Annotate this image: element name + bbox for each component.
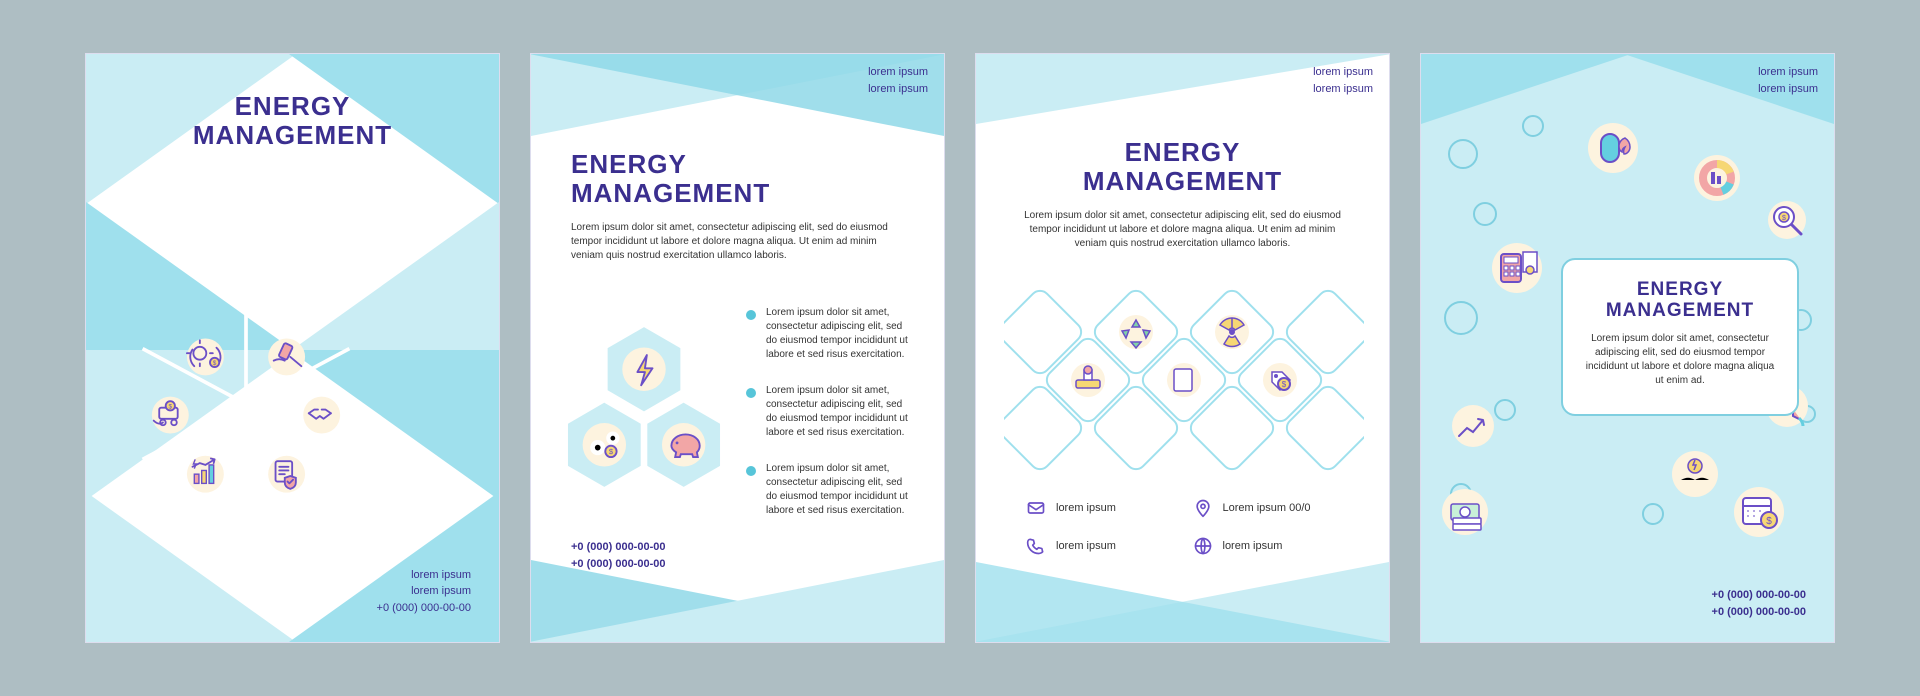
bullet-text: Lorem ipsum dolor sit amet, consectetur … [766, 306, 914, 362]
brochure-card-3: lorem ipsum lorem ipsum ENERGY MANAGEMEN… [975, 53, 1390, 643]
card1-title-line1: ENERGY [86, 92, 499, 121]
contact-globe: lorem ipsum [1193, 536, 1340, 556]
piggy-bank-icon [662, 423, 705, 466]
card3-contacts: lorem ipsum Lorem ipsum 00/0 lorem ipsum… [1026, 498, 1339, 556]
card2-phones: +0 (000) 000-00-00 +0 (000) 000-00-00 [571, 539, 665, 572]
phone-line: +0 (000) 000-00-00 [571, 539, 665, 556]
gas-tank-flame-icon [1588, 123, 1638, 173]
brochure-card-2: lorem ipsum lorem ipsum ENERGY MANAGEMEN… [530, 53, 945, 643]
pin-icon [1193, 498, 1213, 518]
card1-icon-cluster: $ $ [126, 284, 366, 524]
footer-line: lorem ipsum [377, 567, 471, 584]
card2-title-line1: ENERGY [571, 150, 904, 179]
gavel-icon [268, 338, 305, 375]
mail-icon [1026, 498, 1046, 518]
card2-bullets: Lorem ipsum dolor sit amet, consectetur … [746, 306, 914, 518]
svg-text:$: $ [1782, 215, 1786, 222]
contact-text: Lorem ipsum 00/0 [1223, 502, 1311, 514]
bullet-dot-icon [746, 310, 756, 320]
card4-title-line2: MANAGEMENT [1585, 301, 1775, 322]
card1-title-line2: MANAGEMENT [86, 121, 499, 150]
bullet-dot-icon [746, 466, 756, 476]
card2-title-line2: MANAGEMENT [571, 179, 904, 208]
solar-hands-icon [1672, 451, 1718, 497]
card2-body: Lorem ipsum dolor sit amet, consectetur … [571, 221, 904, 263]
card3-diamond-grid: $ [1004, 288, 1364, 488]
card4-title-line1: ENERGY [1585, 280, 1775, 301]
calculator-receipt-icon [1492, 243, 1542, 293]
money-stack-icon [1442, 489, 1488, 535]
donut-chart-icon [1694, 155, 1740, 201]
corner-line: lorem ipsum [1758, 64, 1818, 81]
bullet-dot-icon [746, 388, 756, 398]
svg-text:$: $ [169, 404, 173, 411]
handshake-icon [303, 397, 340, 434]
phone-line: +0 (000) 000-00-00 [571, 556, 665, 573]
contact-text: lorem ipsum [1223, 540, 1283, 552]
corner-line: lorem ipsum [868, 81, 928, 98]
card3-title-line1: ENERGY [1022, 138, 1343, 167]
gears-dollar-icon: $ [583, 423, 626, 466]
svg-text:$: $ [213, 360, 217, 367]
phone-line: +0 (000) 000-00-00 [1712, 587, 1806, 604]
phone-line: +0 (000) 000-00-00 [1712, 604, 1806, 621]
growth-arrow-icon [1452, 405, 1494, 447]
footer-line: lorem ipsum [377, 583, 471, 600]
calendar-dollar-icon: $ [1734, 487, 1784, 537]
brochure-card-1: ENERGY MANAGEMENT $ $ [85, 53, 500, 643]
card1-footer: lorem ipsum lorem ipsum +0 (000) 000-00-… [377, 567, 471, 617]
globe-icon [1193, 536, 1213, 556]
recycle-icon [1119, 315, 1153, 349]
shopping-dollar-icon: $ [152, 397, 189, 434]
card3-body: Lorem ipsum dolor sit amet, consectetur … [1022, 209, 1343, 251]
phone-icon [1026, 536, 1046, 556]
card4-info-box: ENERGY MANAGEMENT Lorem ipsum dolor sit … [1561, 258, 1799, 416]
svg-text:$: $ [1282, 380, 1287, 389]
sun-dollar-cycle-icon: $ [187, 338, 224, 375]
brochure-card-4: lorem ipsum lorem ipsum $ $ ENERGY MANAG… [1420, 53, 1835, 643]
corner-line: lorem ipsum [1313, 64, 1373, 81]
certificate-shield-icon [268, 456, 305, 493]
contact-text: lorem ipsum [1056, 540, 1116, 552]
svg-text:$: $ [1766, 516, 1772, 527]
corner-line: lorem ipsum [1313, 81, 1373, 98]
magnify-dollar-icon: $ [1768, 201, 1806, 239]
contact-text: lorem ipsum [1056, 502, 1116, 514]
card4-box-body: Lorem ipsum dolor sit amet, consectetur … [1585, 332, 1775, 388]
corner-line: lorem ipsum [868, 64, 928, 81]
contact-pin: Lorem ipsum 00/0 [1193, 498, 1340, 518]
pipeline-valve-icon [1071, 363, 1105, 397]
energy-growth-chart-icon [187, 456, 224, 493]
card4-phones: +0 (000) 000-00-00 +0 (000) 000-00-00 [1712, 587, 1806, 620]
card2-hex-cluster: $ [559, 322, 729, 492]
price-tag-dollar-icon: $ [1263, 363, 1297, 397]
radiation-icon [1215, 315, 1249, 349]
footer-line: +0 (000) 000-00-00 [377, 600, 471, 617]
bullet-text: Lorem ipsum dolor sit amet, consectetur … [766, 462, 914, 518]
card3-title-line2: MANAGEMENT [1022, 167, 1343, 196]
card2-corner: lorem ipsum lorem ipsum [868, 64, 928, 97]
bullet-text: Lorem ipsum dolor sit amet, consectetur … [766, 384, 914, 440]
checklist-icon [1167, 363, 1201, 397]
contact-mail: lorem ipsum [1026, 498, 1173, 518]
bolt-icon [622, 348, 665, 391]
contact-phone: lorem ipsum [1026, 536, 1173, 556]
card3-corner: lorem ipsum lorem ipsum [1313, 64, 1373, 97]
